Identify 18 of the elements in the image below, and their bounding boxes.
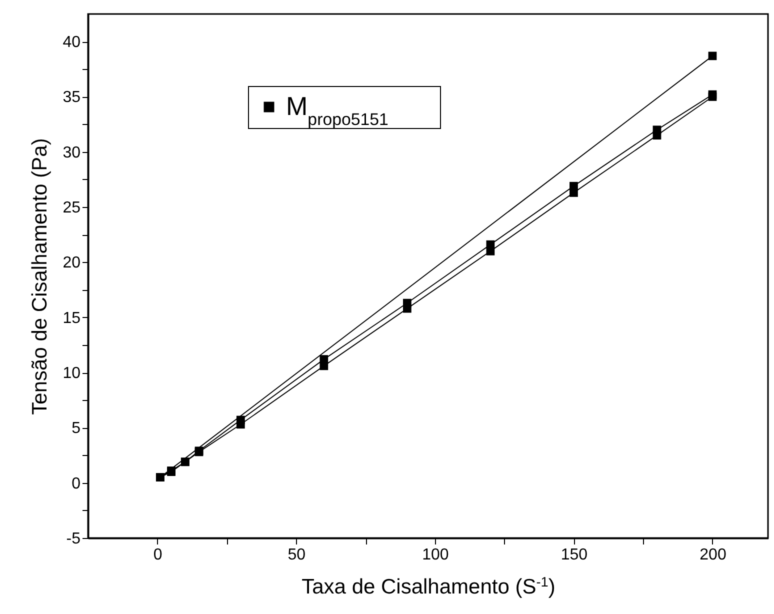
y-tick-label: 5 bbox=[72, 420, 81, 438]
y-tick-label: 15 bbox=[62, 310, 81, 327]
y-tick-label: 25 bbox=[62, 200, 81, 217]
y-tick-label: 10 bbox=[62, 365, 81, 382]
x-tick-label: 150 bbox=[560, 546, 588, 564]
y-axis-title: Tensão de Cisalhamento (Pa) bbox=[28, 138, 52, 415]
x-tick-label: 50 bbox=[288, 546, 306, 564]
y-tick-label: -5 bbox=[66, 530, 81, 548]
y-tick-label: 20 bbox=[62, 254, 81, 272]
legend-label: M$_{propo5151}$ bbox=[286, 91, 388, 128]
x-tick-label: 0 bbox=[153, 546, 162, 564]
x-tick-label: 100 bbox=[422, 546, 449, 564]
y-tick-label: 35 bbox=[62, 89, 81, 106]
y-tick-label: 0 bbox=[72, 475, 81, 492]
y-tick-label: 30 bbox=[62, 144, 81, 162]
x-axis-title: Taxa de Cisalhamento (S$^{-1}$) bbox=[302, 574, 556, 598]
y-tick-label: 40 bbox=[62, 34, 81, 52]
x-tick-label: 200 bbox=[700, 546, 726, 564]
